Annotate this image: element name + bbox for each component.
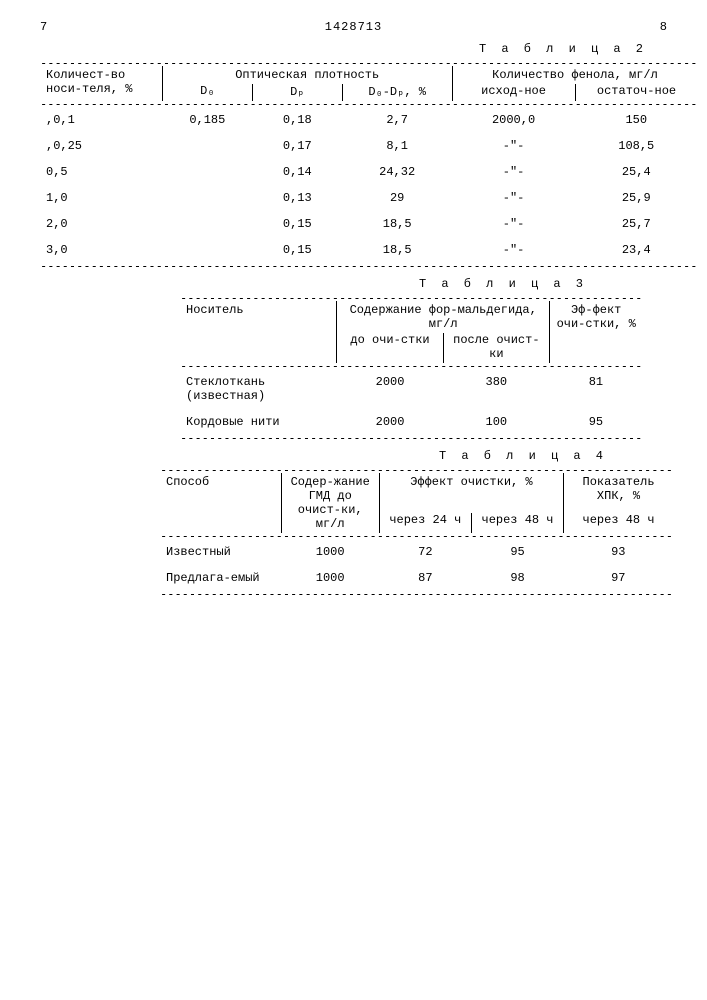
table-cell: 0,13 xyxy=(252,185,342,211)
table-cell: 98 xyxy=(471,565,563,591)
table-row: 0,5 0,1424,32-"-25,4 xyxy=(40,159,697,185)
table-cell: 0,5 xyxy=(40,159,162,185)
t3-h-form: Содержание фор-мальдегида, мг/л xyxy=(337,301,550,333)
page-right: 8 xyxy=(660,20,667,34)
table-cell: 95 xyxy=(549,409,642,435)
table-cell: Предлага-емый xyxy=(160,565,281,591)
table-cell: 18,5 xyxy=(342,237,452,263)
table-cell: 150 xyxy=(575,107,697,133)
table-cell: 25,9 xyxy=(575,185,697,211)
table-cell: 25,4 xyxy=(575,159,697,185)
table-cell: 2000 xyxy=(337,409,443,435)
t3-h-carrier: Носитель xyxy=(180,301,337,363)
table-row: Стеклоткань (известная)200038081 xyxy=(180,369,642,409)
t3-h-eff: Эф-фект очи-стки, % xyxy=(549,301,642,363)
header-row: 7 1428713 8 xyxy=(40,20,667,34)
t2-h-phenol: Количество фенола, мг/л xyxy=(452,66,697,84)
table-cell: 0,15 xyxy=(252,211,342,237)
table-cell: 2000,0 xyxy=(452,107,575,133)
table-cell: 0,14 xyxy=(252,159,342,185)
table-cell: 18,5 xyxy=(342,211,452,237)
t4-h-gmd: Содер-жание ГМД до очист-ки, мг/л xyxy=(281,473,379,533)
t4-h-48: через 48 ч xyxy=(471,513,563,533)
t4-h-eff: Эффект очистки, % xyxy=(379,473,563,513)
table-cell: 8,1 xyxy=(342,133,452,159)
table-cell: 1,0 xyxy=(40,185,162,211)
t2-h-init: исход-ное xyxy=(452,84,575,101)
table-cell: -"- xyxy=(452,159,575,185)
table-row: 1,0 0,1329-"-25,9 xyxy=(40,185,697,211)
table-cell: Кордовые нити xyxy=(180,409,337,435)
t2-h-dp: Dₚ xyxy=(252,84,342,101)
page-left: 7 xyxy=(40,20,47,34)
table2-title: Т а б л и ц а 2 xyxy=(40,42,647,56)
table-cell: 93 xyxy=(564,539,673,565)
table3-title: Т а б л и ц а 3 xyxy=(40,277,587,291)
t2-h-opt: Оптическая плотность xyxy=(162,66,452,84)
table-cell: 3,0 xyxy=(40,237,162,263)
table3: ----------------------------------------… xyxy=(180,295,642,441)
table-cell xyxy=(162,159,252,185)
table4: ----------------------------------------… xyxy=(160,467,673,597)
table-cell: 2,7 xyxy=(342,107,452,133)
table-cell: 72 xyxy=(379,539,471,565)
table-cell: 95 xyxy=(471,539,563,565)
table-cell: 108,5 xyxy=(575,133,697,159)
table-cell xyxy=(162,133,252,159)
table-cell: Стеклоткань (известная) xyxy=(180,369,337,409)
table-cell xyxy=(162,237,252,263)
table-row: 2,0 0,1518,5-"-25,7 xyxy=(40,211,697,237)
table-cell: 1000 xyxy=(281,565,379,591)
t4-h-24: через 24 ч xyxy=(379,513,471,533)
table-cell: 97 xyxy=(564,565,673,591)
table-cell: 100 xyxy=(443,409,549,435)
t4-h-method: Способ xyxy=(160,473,281,533)
table-cell: ,0,25 xyxy=(40,133,162,159)
t2-h-do: D₀ xyxy=(162,84,252,101)
table-cell xyxy=(162,211,252,237)
table-cell: 23,4 xyxy=(575,237,697,263)
table-row: Известный1000729593 xyxy=(160,539,673,565)
table-row: ,0,25 0,178,1-"-108,5 xyxy=(40,133,697,159)
table-cell: Известный xyxy=(160,539,281,565)
t3-h-before: до очи-стки xyxy=(337,333,443,363)
table-cell: 0,185 xyxy=(162,107,252,133)
table-cell: 0,15 xyxy=(252,237,342,263)
table-cell: -"- xyxy=(452,211,575,237)
table4-title: Т а б л и ц а 4 xyxy=(40,449,607,463)
table-cell: 2000 xyxy=(337,369,443,409)
t4-h-xpk48: через 48 ч xyxy=(564,513,673,533)
table-row: Кордовые нити200010095 xyxy=(180,409,642,435)
table-cell: 81 xyxy=(549,369,642,409)
table-cell: 29 xyxy=(342,185,452,211)
t2-h-carrier: Количест-во носи-теля, % xyxy=(40,66,162,101)
table-cell: 87 xyxy=(379,565,471,591)
table-cell: -"- xyxy=(452,133,575,159)
t3-h-after: после очист-ки xyxy=(443,333,549,363)
doc-number: 1428713 xyxy=(325,20,382,34)
table-cell: -"- xyxy=(452,237,575,263)
table-cell: 0,18 xyxy=(252,107,342,133)
table-cell: 0,17 xyxy=(252,133,342,159)
table-row: 3,0 0,1518,5-"-23,4 xyxy=(40,237,697,263)
table-cell: 380 xyxy=(443,369,549,409)
table-cell xyxy=(162,185,252,211)
table-cell: -"- xyxy=(452,185,575,211)
t4-h-xpk: Показатель ХПК, % xyxy=(564,473,673,513)
t2-h-diff: D₀-Dₚ, % xyxy=(342,84,452,101)
table-cell: 24,32 xyxy=(342,159,452,185)
table2: ----------------------------------------… xyxy=(40,60,697,269)
table-cell: 2,0 xyxy=(40,211,162,237)
table-cell: ,0,1 xyxy=(40,107,162,133)
table-row: Предлага-емый1000879897 xyxy=(160,565,673,591)
t2-h-resid: остаточ-ное xyxy=(575,84,697,101)
table-cell: 1000 xyxy=(281,539,379,565)
table-cell: 25,7 xyxy=(575,211,697,237)
table-row: ,0,10,1850,182,72000,0150 xyxy=(40,107,697,133)
